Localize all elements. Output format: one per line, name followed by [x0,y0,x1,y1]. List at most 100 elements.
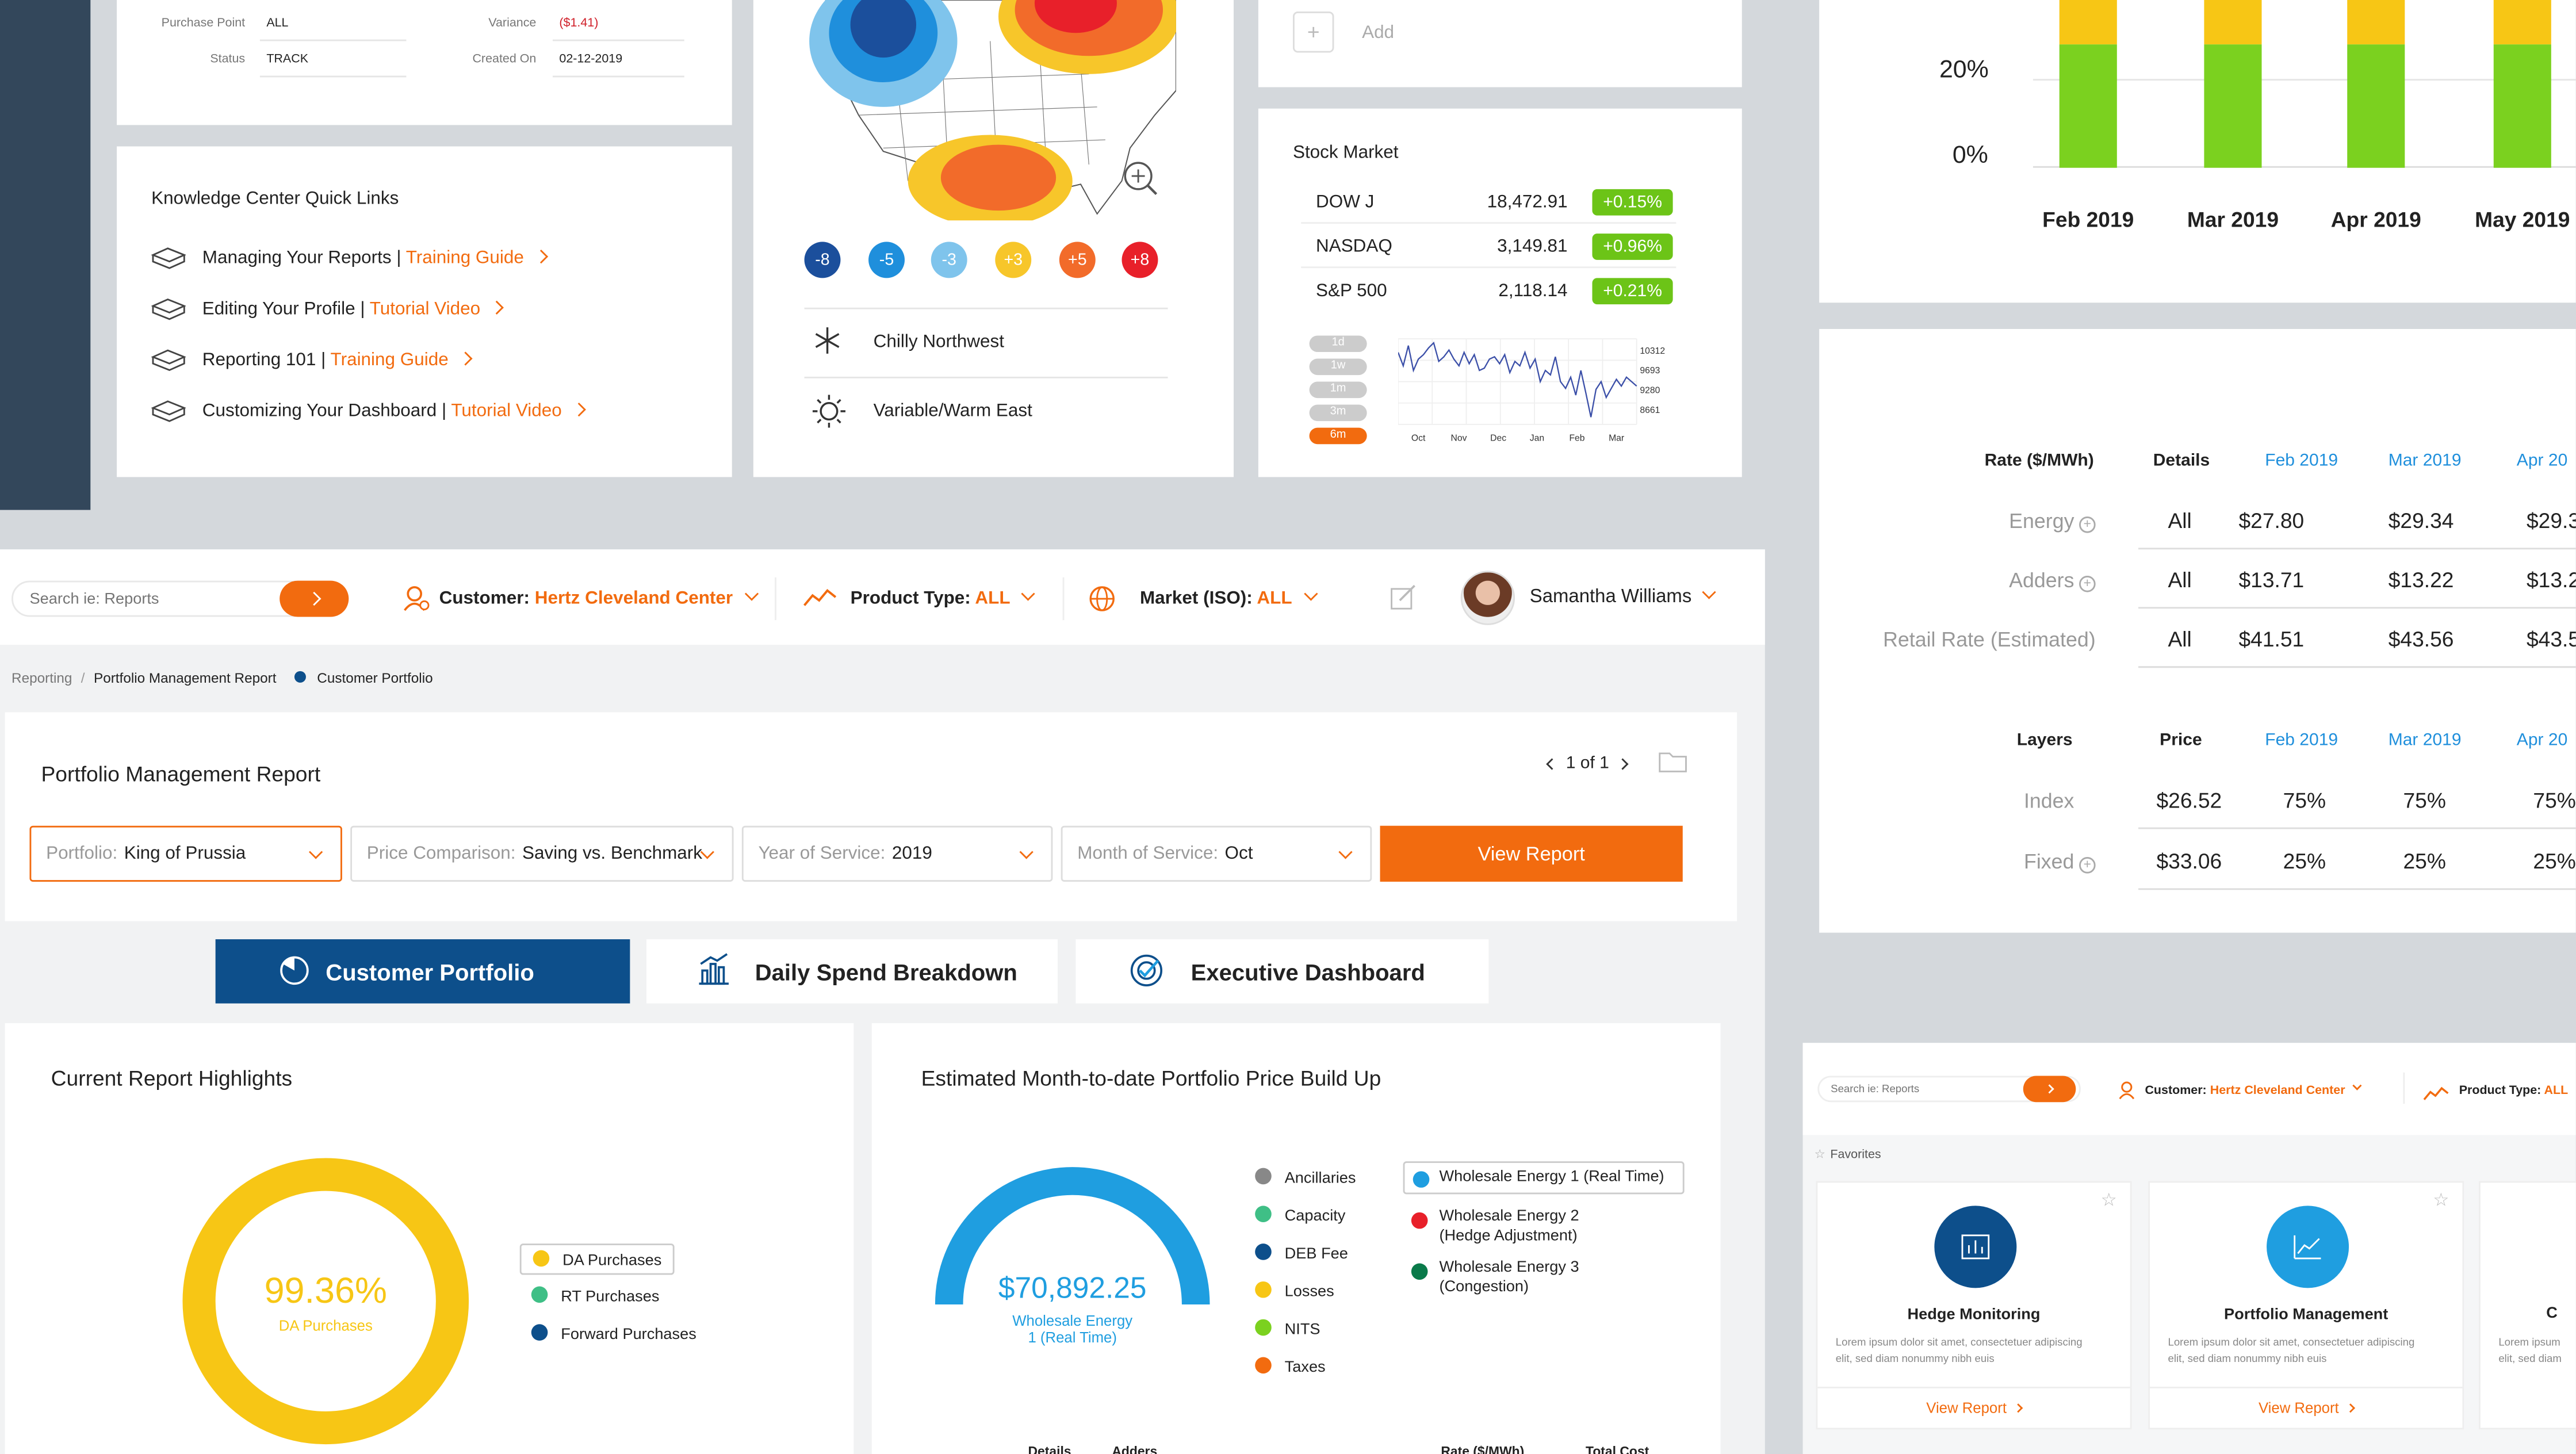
mini-search-input[interactable] [1831,1081,2012,1097]
buildup-legend-left-3[interactable]: Losses [1255,1281,1334,1301]
folder-icon[interactable] [1658,750,1687,781]
price-comparison-select[interactable]: Price Comparison: Saving vs. Benchmark [350,825,734,882]
highlights-legend-1[interactable]: RT Purchases [520,1281,671,1313]
chevron-right-icon [307,591,321,606]
bar-bottom-0 [2059,44,2117,168]
buildup-legend-right-2[interactable]: Wholesale Energy 3 (Congestion) [1411,1258,1658,1298]
stock-xtick-4: Feb [1569,433,1584,443]
breadcrumb-reporting[interactable]: Reporting [12,669,72,686]
knowledge-link-2[interactable]: Reporting 101 | Training Guide [202,350,472,370]
star-icon[interactable]: ☆ [2433,1191,2449,1211]
fav-card-desc: Lorem ipsum dolor sit amet, consectetuer… [1835,1337,2083,1349]
edit-icon[interactable] [1388,582,1418,620]
knowledge-link-3[interactable]: Customizing Your Dashboard | Tutorial Vi… [202,401,585,421]
highlights-card: Current Report Highlights 99.36% DA Purc… [5,1023,854,1454]
stock-xtick-1: Nov [1451,433,1467,443]
rate-row-label-2: Retail Rate (Estimated) [1883,628,2096,652]
knowledge-center-card: Knowledge Center Quick Links Managing Yo… [117,146,732,477]
buildup-legend-left-2[interactable]: DEB Fee [1255,1243,1348,1263]
view-report-button[interactable]: View Report [1380,825,1683,882]
rate-cell-1-0: $13.71 [2238,567,2305,592]
breadcrumb-report[interactable]: Portfolio Management Report [93,669,277,686]
mini-trend-icon [2423,1081,2449,1110]
buildup-legend-left-5[interactable]: Taxes [1255,1357,1326,1377]
fav-card-desc-2: elit, sed diam nonummy nibh euis [1835,1353,1995,1365]
legend-swatch [531,1286,548,1303]
range-1m[interactable]: 1m [1309,381,1367,399]
month-select[interactable]: Month of Service: Oct [1061,825,1372,882]
stock-market-card: Stock Market 10312 9693 9280 8661 Oct Nov Dec J… [1258,108,1742,477]
mini-product-filter[interactable]: Product Type: ALL [2459,1082,2569,1097]
fav-card-1[interactable]: ☆ Portfolio Management Lorem ipsum dolor s… [2148,1181,2464,1430]
market-filter[interactable]: Market (ISO): ALL [1140,587,1318,609]
stock-xtick-0: Oct [1411,433,1426,443]
customer-filter[interactable]: Customer: Hertz Cleveland Center [439,587,758,609]
range-6m[interactable]: 6m [1309,427,1367,445]
x-tick-0: Feb 2019 [2042,207,2134,232]
stock-xtick-3: Jan [1530,433,1544,443]
layers-header-0: Layers [2016,730,2073,751]
book-icon [151,298,186,329]
layers-cell-0-0: 75% [2283,787,2326,813]
buildup-legend-right-1[interactable]: Wholesale Energy 2 (Hedge Adjustment) [1411,1207,1658,1247]
rate-header-4: Apr 20 [2516,450,2568,470]
highlights-legend-0[interactable]: DA Purchases [519,1243,675,1275]
fav-card-link[interactable]: View Report [2150,1400,2462,1416]
layers-cell-0-1: 75% [2403,787,2446,813]
snowflake-icon [813,326,842,364]
user-name[interactable]: Samantha Williams [1530,585,1717,607]
variance-value: ($1.41) [559,14,599,30]
tab-daily-spend[interactable]: Daily Spend Breakdown [646,939,1058,1004]
fav-card-0[interactable]: ☆ Hedge Monitoring Lorem ipsum dolor sit a… [1816,1181,2132,1430]
stock-value-2: 2,118.14 [1498,281,1568,301]
bar-chart-icon [696,951,732,992]
pager[interactable]: 1 of 1 [1546,753,1629,773]
plus-circle-icon: + [2079,857,2096,874]
rate-row-label-0: Energy + [1819,510,2096,533]
rate-cell-1-1: $13.22 [2388,567,2454,592]
layers-price-1: $33.06 [2156,848,2222,874]
buildup-legend-left-0[interactable]: Ancillaries [1255,1168,1356,1188]
tab-customer-portfolio[interactable]: Customer Portfolio [215,939,630,1004]
search-go-button[interactable] [280,580,349,617]
add-button[interactable]: + [1292,12,1334,53]
buildup-legend-left-4[interactable]: NITS [1255,1319,1320,1339]
highlights-legend-2[interactable]: Forward Purchases [520,1319,708,1350]
star-icon[interactable]: ☆ [2100,1191,2117,1211]
mini-search-go-button[interactable] [2023,1076,2076,1103]
range-3m[interactable]: 3m [1309,404,1367,422]
variance-label: Variance [488,14,537,30]
knowledge-link-1[interactable]: Editing Your Profile | Tutorial Video [202,300,504,319]
highlights-value-label: DA Purchases [278,1317,373,1334]
x-tick-3: May 2019 [2475,207,2570,232]
fav-card-desc: Lorem ipsum dolor sit amet, consectetuer… [2168,1337,2415,1349]
star-icon: ☆ [1814,1146,1825,1162]
layers-cell-0-2: 75% [2533,787,2576,813]
purchase-point-label: Purchase Point [161,14,246,30]
order-details-card: Purchase Point ALL Status TRACK Variance… [117,0,732,125]
buildup-legend-right-0[interactable]: Wholesale Energy 1 (Real Time) [1403,1161,1685,1195]
target-icon [1128,952,1165,994]
portfolio-select[interactable]: Portfolio: King of Prussia [29,825,342,882]
stock-value-1: 3,149.81 [1497,236,1568,257]
fav-card-title: Hedge Monitoring [1907,1306,2041,1325]
rate-cell-2-1: $43.56 [2388,626,2454,652]
mini-customer-filter[interactable]: Customer: Hertz Cleveland Center [2145,1081,2361,1097]
book-icon [151,349,186,380]
plus-circle-icon: + [2079,575,2096,592]
knowledge-link-0[interactable]: Managing Your Reports | Training Guide [202,248,548,268]
tab-executive-dashboard[interactable]: Executive Dashboard [1075,939,1489,1004]
add-label[interactable]: Add [1362,23,1395,43]
fav-card-link[interactable]: View Report [1817,1400,2130,1416]
product-type-filter[interactable]: Product Type: ALL [851,587,1036,609]
range-1d[interactable]: 1d [1309,335,1367,353]
buildup-card: Estimated Month-to-date Portfolio Price … [871,1023,1721,1454]
search-input[interactable] [29,587,277,611]
range-1w[interactable]: 1w [1309,358,1367,376]
legend-swatch [1255,1281,1272,1298]
fav-card-partial[interactable]: C Lorem ipsum elit, sed diam [2479,1181,2576,1430]
avatar[interactable] [1460,571,1515,625]
year-select[interactable]: Year of Service: 2019 [741,825,1053,882]
buildup-legend-left-1[interactable]: Capacity [1255,1206,1345,1226]
bar-top-0 [2059,0,2117,45]
